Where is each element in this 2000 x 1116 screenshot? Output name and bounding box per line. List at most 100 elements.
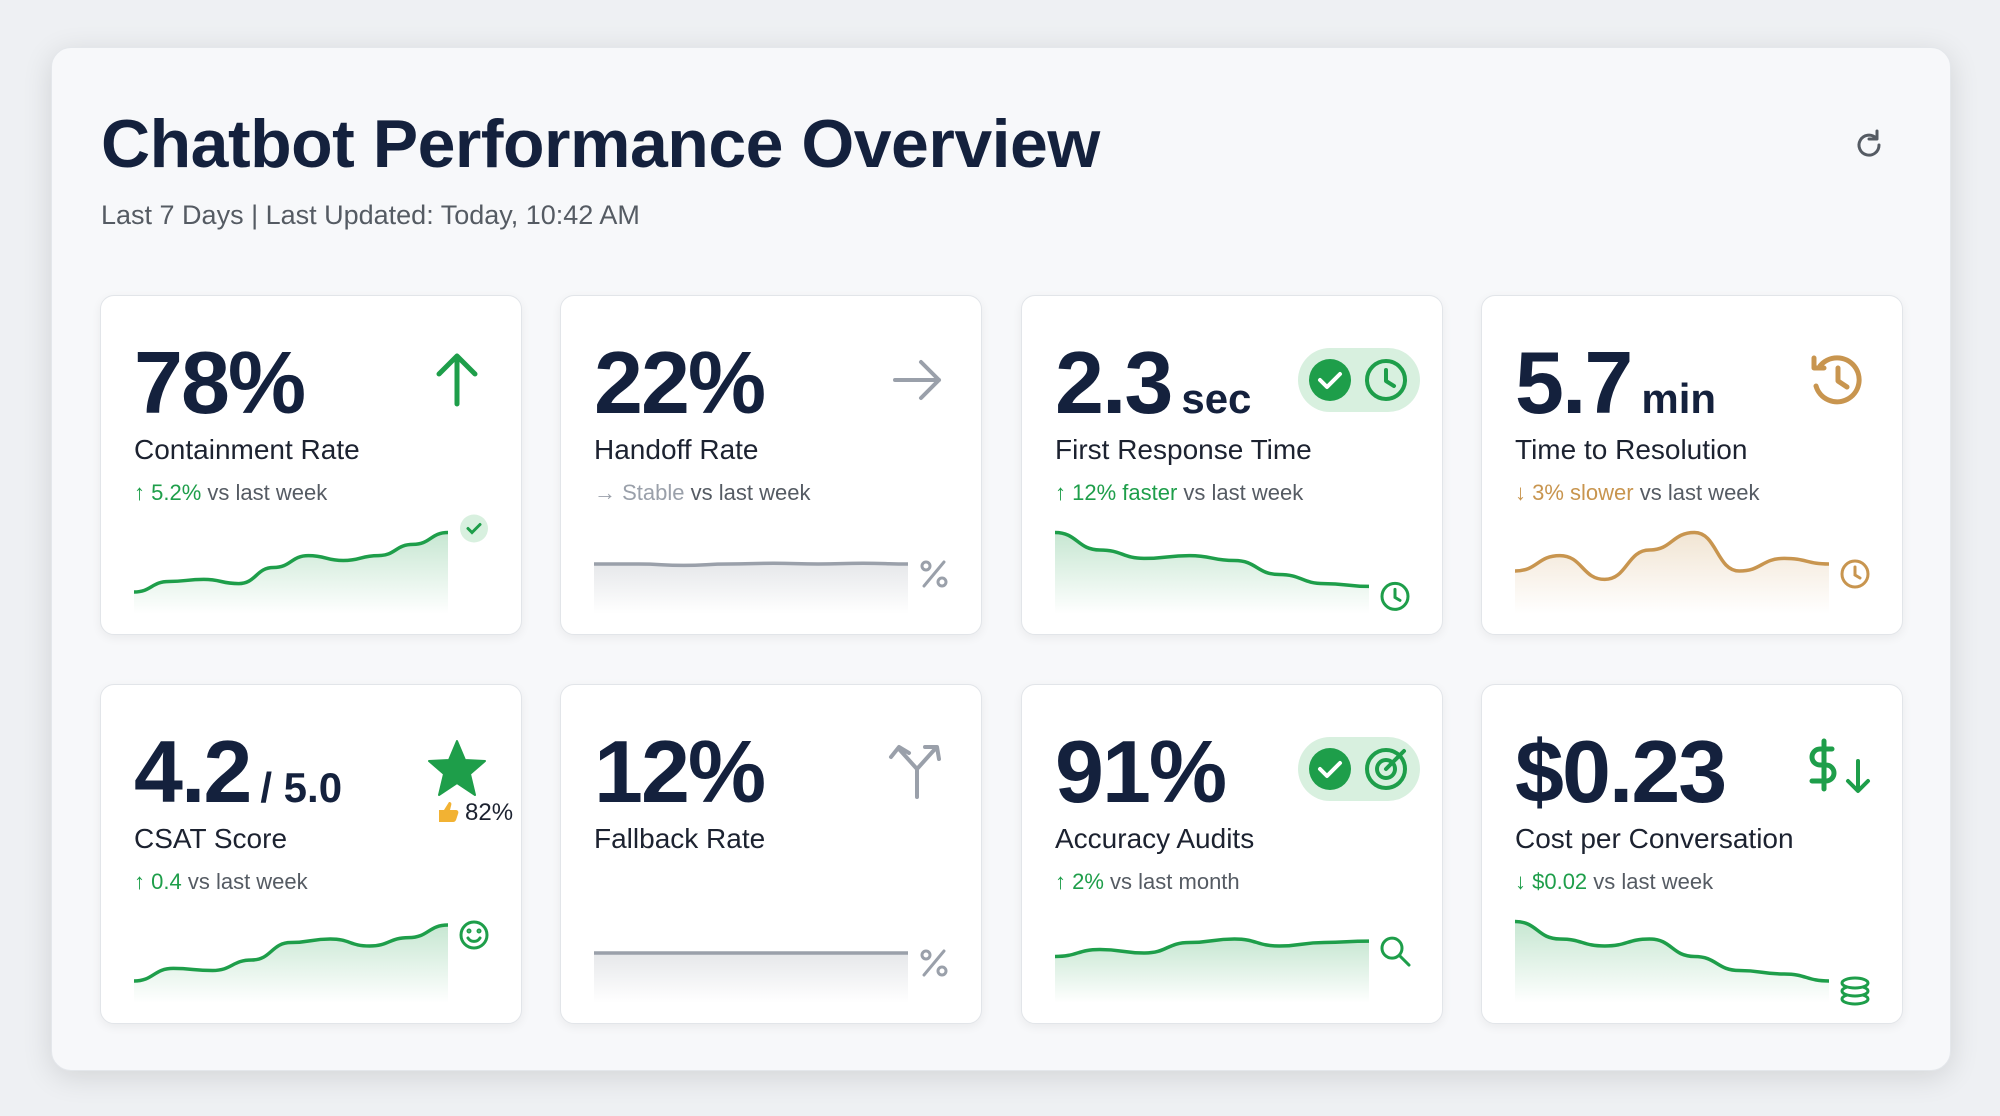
metric-value: 4.2 [134,722,252,821]
metric-value: $0.23 [1515,722,1727,821]
sparkline [1514,530,1870,614]
sparkline-area [594,953,908,1003]
metric-change: ↑ 5.2% vs last week [134,480,327,506]
csat-badge: 82% [437,799,513,827]
change-context: vs last week [690,480,811,505]
icon-shape [1840,559,1870,589]
refresh-button[interactable] [1852,128,1886,162]
sparkline-line [1514,919,1830,983]
metric-icon [428,740,486,796]
metric-label: First Response Time [1055,434,1312,465]
sparkline-line [1054,530,1370,589]
icon-shape [439,802,459,822]
csat-badge-text: 82% [465,799,514,826]
metric-card: 12% Fallback Rate [560,684,982,1024]
icon-shape [936,965,948,977]
spark-end-icon [1380,936,1411,967]
metric-label: Cost per Conversation [1515,823,1794,854]
metric-change: ↓ 3% slower vs last week [1515,480,1760,506]
thumb-icon [439,802,459,822]
icon-shape [1840,976,1870,990]
sparkline [593,560,948,614]
sparkline-area [1055,939,1369,1003]
spark-end-icon [1840,976,1870,1006]
metric-value-line: 12% [594,721,766,823]
icon-shape [893,360,941,400]
change-delta: ↓ $0.02 [1515,869,1588,894]
metric-label: Containment Rate [134,434,360,465]
metric-value-line: $0.23 [1515,721,1727,823]
metric-value-line: 22% [594,332,766,434]
metric-unit: / 5.0 [260,764,343,811]
change-delta: → Stable [594,480,685,505]
change-context: vs last week [187,869,308,894]
metric-card: 5.7 min Time to Resolution ↓ 3% slower vs l… [1481,295,1903,635]
sparkline-line [133,923,449,983]
change-context: vs last week [1639,480,1760,505]
icon-shape [1380,936,1404,960]
change-context: vs last month [1110,869,1240,894]
icon-shape [1809,738,1837,792]
icon-shape [428,740,486,796]
metric-value-line: 91% [1055,721,1227,823]
metric-icon [1298,737,1420,801]
icon-shape [920,560,932,572]
metric-label: CSAT Score [134,823,288,854]
icon-shape [1309,359,1351,401]
icon-shape [466,928,472,934]
icon-shape [1393,587,1402,602]
sparkline-area [1055,532,1369,614]
icon-shape [1309,748,1351,790]
sparkline [1054,530,1410,614]
icon-shape [1846,759,1870,793]
change-context: vs last week [1593,869,1714,894]
icon-shape [459,920,489,950]
icon-shape [1384,749,1406,771]
icon-shape [922,949,946,977]
metric-icon [889,745,941,799]
title: Chatbot Performance Overview [101,106,1100,182]
sparkline-line [1514,530,1830,582]
icon-shape [1813,355,1862,405]
change-delta: ↑ 5.2% [134,480,202,505]
metric-value: 2.3 [1055,333,1173,432]
sparkline-area [594,563,908,614]
metric-icon [1811,355,1862,405]
icon-shape [1384,368,1396,388]
metric-label: Handoff Rate [594,434,759,465]
sparkline [593,949,948,1003]
metric-change: ↑ 12% faster vs last week [1055,480,1303,506]
metric-value-line: 5.7 min [1515,332,1716,434]
metric-card: 22% Handoff Rate → Stable vs last week [560,295,982,635]
metric-value: 91% [1055,722,1227,821]
sparkline-area [1515,532,1829,614]
spark-end-icon [1380,581,1410,611]
spark-end-icon [920,560,948,588]
icon-shape [922,560,946,588]
metric-label: Fallback Rate [594,823,766,854]
icon-shape [1835,365,1850,390]
icon-shape [1811,355,1827,371]
sparkline-area [1515,921,1829,1003]
change-delta: ↓ 3% slower [1515,480,1634,505]
icon-shape [1398,954,1411,967]
icon-shape [466,523,482,535]
metric-card: 78% Containment Rate ↑ 5.2% vs last week [100,295,522,635]
icon-shape [476,928,482,934]
change-context: vs last week [207,480,328,505]
sparkline [133,514,488,614]
metric-icon [1809,738,1870,793]
sparkline [133,920,489,1003]
spark-end-icon [460,514,488,543]
icon-shape [1380,581,1410,611]
icon-shape [1365,359,1407,401]
metric-change: → Stable vs last week [594,480,810,506]
metric-value-line: 2.3 sec [1055,332,1251,434]
metric-label: Time to Resolution [1515,434,1748,465]
metric-icon [1298,348,1420,412]
change-context: vs last week [1183,480,1304,505]
icon-shape [889,745,941,799]
metric-value: 78% [134,333,306,432]
metric-value: 5.7 [1515,333,1633,432]
